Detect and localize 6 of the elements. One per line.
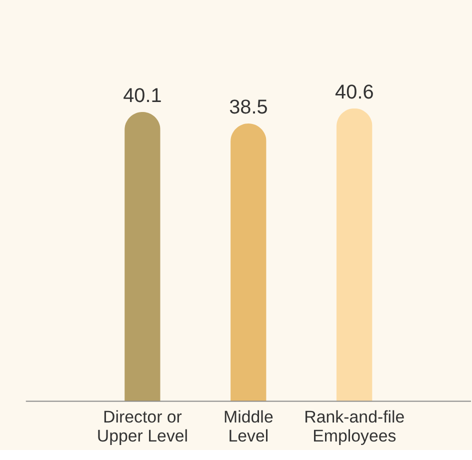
x-tick-label: Rank-and-file Employees — [304, 408, 405, 446]
x-tick-label: Middle Level — [224, 408, 274, 446]
data-label: 40.6 — [335, 81, 374, 104]
data-label: 38.5 — [229, 96, 268, 119]
data-label: 40.1 — [123, 85, 162, 108]
x-tick-label: Director or Upper Level — [96, 408, 188, 446]
